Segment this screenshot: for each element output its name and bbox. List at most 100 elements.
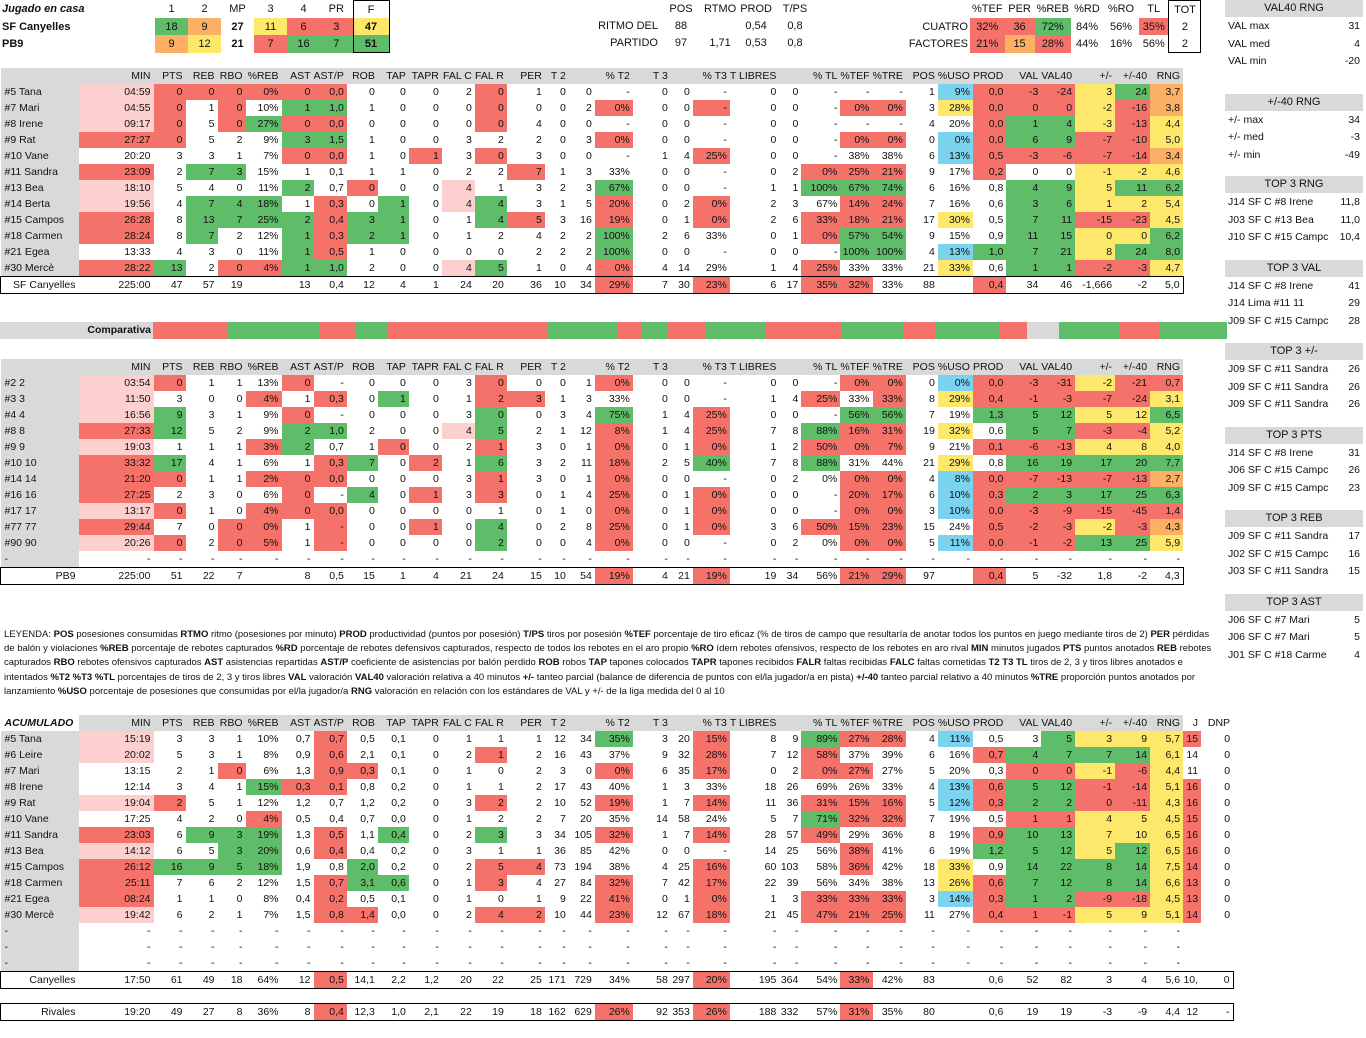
column-header: T 2: [544, 68, 569, 84]
stat-cell: 14%: [937, 891, 973, 907]
stat-cell: 3: [792, 893, 799, 905]
stat-cell: 0: [560, 473, 566, 485]
pace-cell: 0,8: [787, 19, 803, 32]
stat-cell: 16%: [948, 749, 970, 761]
side-row-label: J06 SF C #7 Mari: [1228, 631, 1310, 643]
stat-cell: 38%: [881, 150, 903, 162]
stat-cell: 4: [506, 859, 545, 875]
total-row: Rivales 19:20 49 27 8 36% 8 0,4 12,3 1,0 2,1 22 19 18…: [0, 1003, 1234, 1021]
side-row-label: J10 SF C #15 Campc: [1228, 231, 1329, 243]
stat-cell: 4: [474, 907, 507, 923]
legend-text: LEYENDA: POS posesiones consumidas RTMO …: [4, 629, 1212, 697]
stat-cell: 7: [792, 813, 799, 825]
stat-cell: 56%: [872, 407, 906, 423]
player-row: #15 Campos 26:12 16 9 5 18% 1,9 0,8 2,0 0,2 0 2 5 4 73…: [0, 859, 1234, 875]
stat-cell: 3: [536, 150, 542, 162]
player-row: #13 Bea 18:10 5 4 0 11% 2 0,7 0 0 0 4 1 3 2 3 67% 0 0-1 1 10…: [0, 180, 1184, 196]
stat-cell: 0: [662, 102, 668, 114]
stat-cell: -: [588, 925, 592, 937]
total-cell: 6: [729, 276, 780, 294]
pace-empty: [560, 0, 660, 17]
stat-cell: 33%: [705, 230, 727, 242]
column-header: T LIBRES: [729, 359, 780, 375]
stat-cell: 9: [1115, 907, 1151, 923]
side-row: J06 SF C #15 Campc 26: [1228, 462, 1360, 479]
stat-cell: -: [999, 957, 1004, 969]
stat-cell: -: [179, 941, 183, 953]
stat-cell: 1,3: [972, 407, 1007, 423]
stat-cell: 3: [929, 505, 935, 517]
stat-cell: 5: [1075, 843, 1116, 859]
stat-cell: 4,5: [1150, 212, 1184, 228]
stat-cell: 0: [1224, 877, 1231, 889]
stat-cell: 1: [236, 457, 243, 469]
stat-cell: 0: [770, 150, 777, 162]
stat-cell: 4: [662, 262, 668, 274]
stat-cell: 1: [466, 813, 472, 825]
stat-cell: 22: [580, 893, 592, 905]
stat-cell: 33%: [872, 391, 906, 407]
total-cell: [245, 567, 282, 585]
stat-cell: 0,8: [313, 907, 347, 923]
stat-cell: -3: [1041, 391, 1076, 407]
stat-cell: 43: [580, 781, 592, 793]
stat-cell: 5,9: [1150, 535, 1184, 551]
stat-cell: 2: [536, 134, 542, 146]
stat-cell: 3: [1006, 196, 1042, 212]
stat-cell: 3: [346, 212, 378, 228]
stat-cell: 2: [1006, 795, 1042, 811]
column-header: T LIBRES: [729, 68, 780, 84]
stat-cell: 50%: [801, 519, 841, 535]
stat-cell: 0,3: [313, 391, 347, 407]
stat-cell: 1: [304, 457, 311, 469]
stat-cell: -14: [1115, 148, 1151, 164]
stat-cell: 7: [1041, 747, 1076, 763]
stat-cell: 9: [1041, 180, 1076, 196]
stat-cell: 0: [792, 102, 799, 114]
stat-cell: -: [468, 553, 472, 565]
stat-cell: 4,4: [1150, 116, 1184, 132]
total-cell: 15: [506, 567, 545, 585]
total-cell: 83: [905, 971, 938, 989]
stat-cell: -: [371, 941, 375, 953]
column-header: REB: [185, 715, 218, 731]
stat-cell: -: [538, 941, 542, 953]
comparativa-cell: [514, 322, 547, 339]
score-final: 47: [352, 18, 390, 35]
stat-cell: 3: [1041, 487, 1076, 503]
stat-cell: 4: [441, 196, 475, 212]
stat-cell: -: [402, 553, 406, 565]
stat-cell: -: [435, 957, 439, 969]
stat-cell: -: [833, 553, 838, 565]
stat-cell: 13: [1041, 827, 1076, 843]
stat-cell: 0,9: [295, 749, 311, 761]
pace-label: RITMO DEL: [598, 19, 658, 32]
stat-cell: -: [966, 957, 970, 969]
stat-cell: 04:55: [78, 100, 154, 116]
stat-cell: 6: [662, 765, 668, 777]
stat-cell: 11%: [258, 246, 279, 258]
stat-cell: -: [1143, 925, 1148, 937]
stat-cell: 1: [304, 198, 311, 210]
stat-cell: 0: [433, 409, 439, 421]
stat-cell: 3,1: [1150, 391, 1184, 407]
stat-cell: 0: [369, 377, 375, 389]
stat-cell: 33%: [608, 393, 630, 405]
stat-cell: 12%: [257, 797, 279, 809]
stat-cell: -: [562, 925, 566, 937]
stat-cell: 1: [466, 214, 472, 226]
stat-cell: 5: [208, 797, 215, 809]
stat-cell: -3: [1115, 260, 1151, 277]
column-header: VAL40: [1041, 68, 1076, 84]
stat-cell: 7: [1041, 423, 1076, 439]
stat-cell: 6: [792, 214, 799, 226]
stat-cell: 1: [369, 166, 375, 178]
side-row-value: 4: [1354, 37, 1360, 50]
stat-cell: 1,0: [313, 423, 347, 439]
stat-cell: 1: [466, 877, 472, 889]
stat-cell: 1: [408, 487, 442, 503]
stat-cell: 0: [560, 134, 566, 146]
total-cell: 64%: [245, 971, 282, 989]
stat-cell: -: [626, 553, 630, 565]
